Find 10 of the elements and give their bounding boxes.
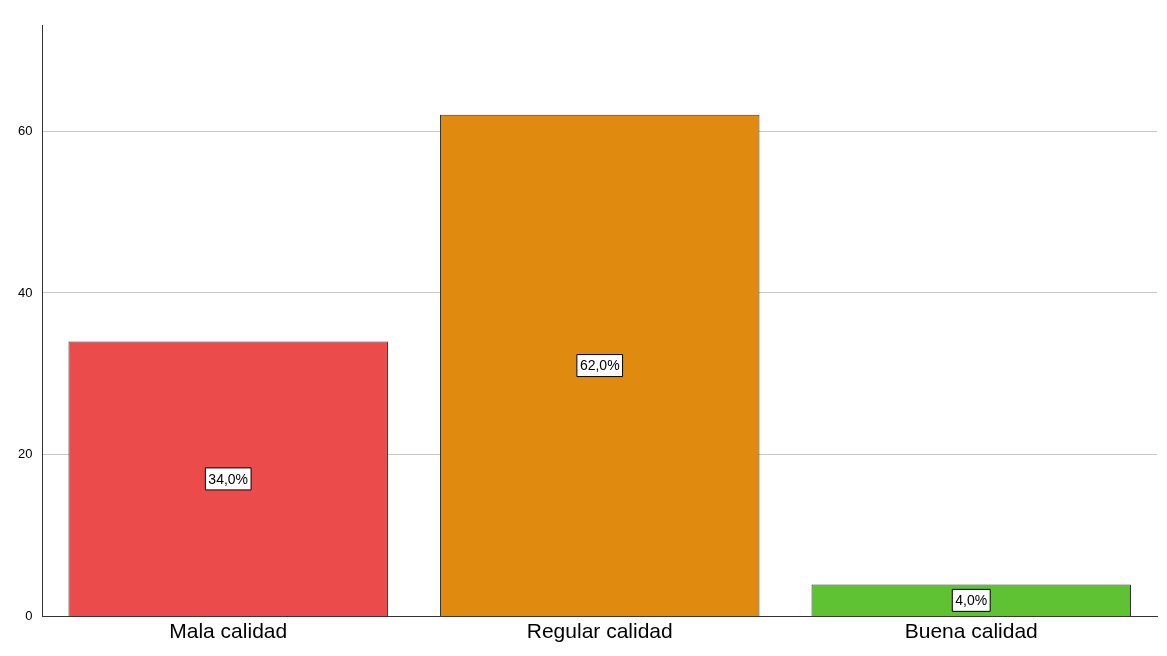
y-tick-label: 60: [17, 122, 33, 138]
x-tick-label: Regular calidad: [526, 619, 673, 643]
data-label: 34,0%: [208, 470, 249, 487]
y-tick-label: 40: [17, 284, 33, 300]
y-tick-label: 0: [25, 608, 33, 624]
x-tick-label: Mala calidad: [169, 619, 288, 643]
data-label: 62,0%: [579, 357, 620, 374]
data-label: 4,0%: [955, 592, 988, 609]
x-tick-label: Buena calidad: [904, 619, 1038, 643]
y-tick-label: 20: [17, 446, 33, 462]
